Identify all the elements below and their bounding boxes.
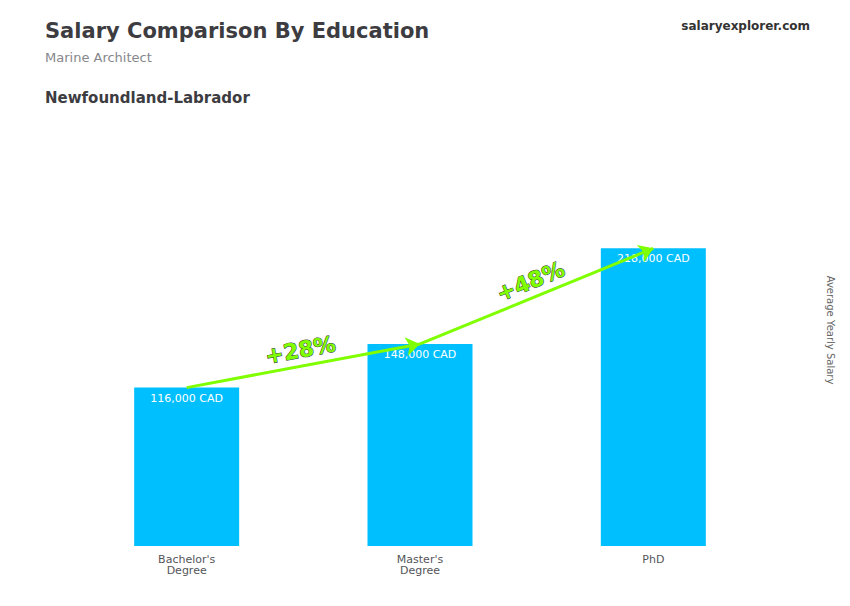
svg-text:116,000 CAD: 116,000 CAD	[150, 392, 223, 405]
svg-text:Newfoundland-Labrador: Newfoundland-Labrador	[45, 89, 250, 107]
svg-text:Bachelor's: Bachelor's	[158, 553, 216, 566]
svg-text:salaryexplorer.com: salaryexplorer.com	[681, 19, 810, 33]
svg-text:Degree: Degree	[167, 564, 207, 577]
svg-text:Salary Comparison By Education: Salary Comparison By Education	[45, 19, 429, 43]
svg-text:PhD: PhD	[642, 553, 664, 566]
svg-text:+48%: +48%	[493, 256, 568, 306]
svg-text:+28%: +28%	[263, 331, 337, 369]
svg-text:148,000 CAD: 148,000 CAD	[383, 347, 457, 361]
svg-text:Degree: Degree	[400, 564, 440, 577]
svg-text:Average Yearly Salary: Average Yearly Salary	[825, 276, 836, 385]
svg-text:Master's: Master's	[396, 553, 444, 566]
svg-text:Marine Architect: Marine Architect	[45, 50, 152, 65]
svg-text:218,000 CAD: 218,000 CAD	[617, 252, 690, 266]
